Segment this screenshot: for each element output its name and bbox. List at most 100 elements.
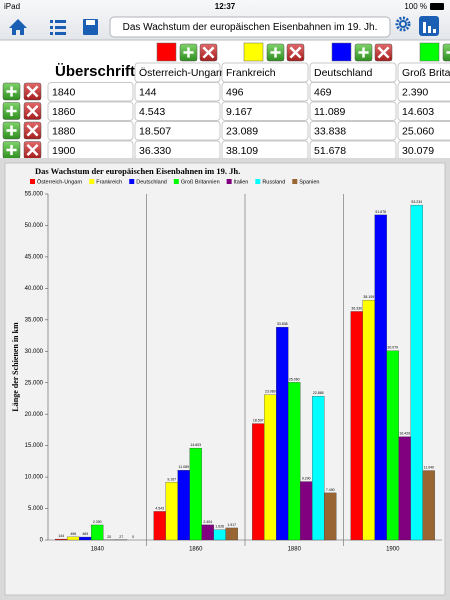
table-cell[interactable] <box>309 121 397 141</box>
legend-label: Frankreich <box>96 179 122 185</box>
legend-swatch <box>255 179 261 184</box>
y-tick-label: 0 <box>40 538 44 544</box>
y-tick-label: 5.000 <box>28 506 44 512</box>
bar <box>276 326 289 541</box>
cell-text: 18.507 <box>139 125 171 137</box>
delete-button[interactable] <box>286 43 305 62</box>
table-cell[interactable] <box>47 101 134 121</box>
icon-part <box>423 22 426 33</box>
table-cell[interactable] <box>397 121 450 141</box>
value-label: 27 <box>119 535 123 539</box>
icon-part <box>55 32 66 35</box>
column-color[interactable] <box>156 42 177 62</box>
legend-swatch <box>89 179 95 184</box>
add-button[interactable] <box>179 43 198 62</box>
value-label: 16.429 <box>399 432 410 436</box>
table-cell[interactable] <box>309 82 397 102</box>
legend-label: Groß Britannien <box>181 179 220 185</box>
column-name: Deutschland <box>314 67 373 79</box>
table-cell[interactable] <box>221 121 309 141</box>
table-cell[interactable] <box>221 140 309 160</box>
y-tick-label: 50.000 <box>25 223 44 229</box>
button-glyph <box>26 124 39 137</box>
home-button[interactable] <box>9 19 27 35</box>
add-button[interactable] <box>2 82 21 101</box>
add-button[interactable] <box>266 43 285 62</box>
table-cell[interactable] <box>134 121 221 141</box>
legend-swatch <box>30 179 35 184</box>
y-tick-label: 25.000 <box>25 380 44 386</box>
title-field[interactable] <box>109 16 391 38</box>
legend-label: Österreich-Ungarn <box>37 178 82 185</box>
delete-button[interactable] <box>23 102 42 120</box>
delete-button[interactable] <box>23 82 42 101</box>
column-color[interactable] <box>419 42 440 62</box>
y-tick-label: 15.000 <box>25 443 44 449</box>
legend-label: Deutschland <box>136 179 167 185</box>
table-cell[interactable] <box>221 101 309 121</box>
bar <box>225 527 238 541</box>
table-cell[interactable] <box>309 101 397 121</box>
table: Österreich-Ungarn Frankreich Deutschland Gr… <box>2 42 450 160</box>
add-button[interactable] <box>2 121 21 140</box>
table-cell[interactable] <box>309 140 397 160</box>
cell-text: 38.109 <box>226 145 258 157</box>
table-cell[interactable] <box>47 82 134 102</box>
table-cell[interactable] <box>134 101 221 121</box>
delete-button[interactable] <box>374 43 393 62</box>
add-button[interactable] <box>2 102 21 120</box>
cell-text: 9.167 <box>226 106 252 118</box>
delete-button[interactable] <box>199 43 218 62</box>
add-button[interactable] <box>2 141 21 159</box>
button-glyph <box>26 85 39 98</box>
cell-text: 51.678 <box>314 145 346 157</box>
value-label: 2.390 <box>93 520 102 524</box>
bar <box>201 524 214 541</box>
column-color[interactable] <box>331 42 352 62</box>
cell-text: 33.838 <box>314 125 346 137</box>
add-button[interactable] <box>354 43 373 62</box>
table-cell[interactable] <box>47 121 134 141</box>
bar <box>79 536 92 541</box>
bar <box>398 436 411 541</box>
bar <box>374 214 387 541</box>
table-cell[interactable] <box>397 101 450 121</box>
button-glyph <box>289 46 302 59</box>
save-button[interactable] <box>83 19 98 35</box>
bar <box>264 394 277 541</box>
value-label: 14.603 <box>190 443 201 447</box>
value-label: 53.234 <box>411 200 422 204</box>
value-label: 1.626 <box>215 525 224 529</box>
cell-text: 469 <box>314 86 332 98</box>
value-label: 25.060 <box>289 377 300 381</box>
bar <box>177 470 190 541</box>
table-cell[interactable] <box>134 140 221 160</box>
settings-button[interactable] <box>395 16 411 32</box>
delete-button[interactable] <box>23 121 42 140</box>
table-cell[interactable] <box>134 82 221 102</box>
table-cell[interactable] <box>397 82 450 102</box>
delete-button[interactable] <box>23 141 42 159</box>
legend-swatch <box>173 179 179 184</box>
bar <box>165 482 178 541</box>
list-button[interactable] <box>50 20 66 35</box>
cell-text: 36.330 <box>139 145 171 157</box>
gear-icon <box>395 16 411 32</box>
icon-part <box>86 20 95 25</box>
table-cell[interactable] <box>221 82 309 102</box>
legend-swatch <box>226 179 232 184</box>
table-cell[interactable] <box>397 140 450 160</box>
cell-text: 1900 <box>52 145 76 157</box>
chart-button[interactable] <box>419 16 439 36</box>
add-button[interactable] <box>442 43 450 62</box>
legend-label: Italien <box>234 179 249 185</box>
bar <box>288 382 301 541</box>
value-label: 469 <box>82 532 88 536</box>
column-color[interactable] <box>243 42 264 62</box>
legend-label: Spanien <box>299 179 319 185</box>
table-cell[interactable] <box>47 140 134 160</box>
cell-text: 1880 <box>52 125 76 137</box>
cell-text: 1860 <box>52 106 76 118</box>
